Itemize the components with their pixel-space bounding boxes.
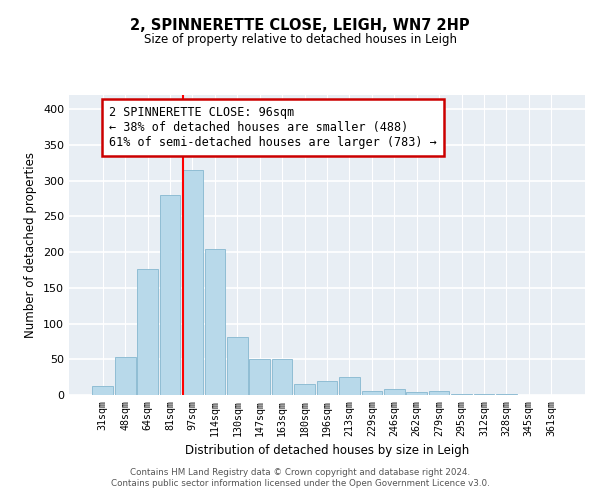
Bar	[160, 195, 181, 395]
Bar	[182, 170, 203, 395]
X-axis label: Distribution of detached houses by size in Leigh: Distribution of detached houses by size …	[185, 444, 469, 457]
Text: 2, SPINNERETTE CLOSE, LEIGH, WN7 2HP: 2, SPINNERETTE CLOSE, LEIGH, WN7 2HP	[130, 18, 470, 32]
Bar	[137, 268, 158, 395]
Bar	[496, 394, 517, 395]
Bar	[294, 384, 315, 395]
Text: 2 SPINNERETTE CLOSE: 96sqm
← 38% of detached houses are smaller (488)
61% of sem: 2 SPINNERETTE CLOSE: 96sqm ← 38% of deta…	[109, 106, 437, 148]
Bar	[227, 337, 248, 395]
Bar	[384, 388, 404, 395]
Y-axis label: Number of detached properties: Number of detached properties	[25, 152, 37, 338]
Text: Size of property relative to detached houses in Leigh: Size of property relative to detached ho…	[143, 32, 457, 46]
Bar	[92, 386, 113, 395]
Bar	[317, 380, 337, 395]
Bar	[272, 360, 292, 395]
Bar	[429, 392, 449, 395]
Text: Contains HM Land Registry data © Crown copyright and database right 2024.
Contai: Contains HM Land Registry data © Crown c…	[110, 468, 490, 487]
Bar	[406, 392, 427, 395]
Bar	[362, 392, 382, 395]
Bar	[339, 377, 360, 395]
Bar	[205, 250, 225, 395]
Bar	[115, 357, 136, 395]
Bar	[473, 394, 494, 395]
Bar	[250, 358, 270, 395]
Bar	[451, 394, 472, 395]
